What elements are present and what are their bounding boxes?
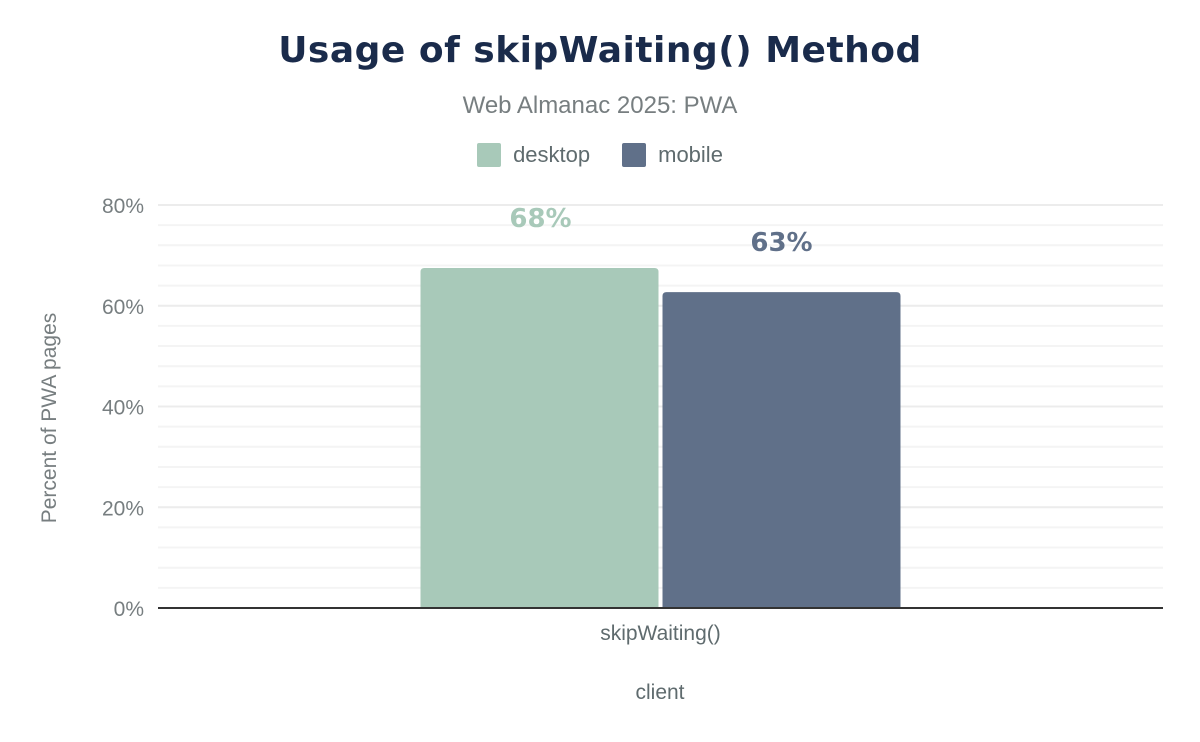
- legend: desktop mobile: [0, 142, 1200, 168]
- y-tick-label: 80%: [102, 195, 144, 218]
- data-label-mobile: 63%: [750, 228, 812, 258]
- data-label-desktop: 68%: [509, 204, 571, 234]
- y-tick-label: 0%: [114, 598, 144, 621]
- x-axis-title: client: [635, 681, 684, 704]
- y-axis-title: Percent of PWA pages: [38, 313, 61, 524]
- chart-title: Usage of skipWaiting() Method: [278, 30, 922, 71]
- legend-swatch-mobile: [622, 143, 647, 167]
- bar-mobile: [662, 292, 901, 608]
- y-tick-label: 60%: [102, 296, 144, 319]
- legend-item-desktop[interactable]: desktop: [477, 142, 590, 168]
- y-tick-label: 20%: [102, 497, 144, 520]
- legend-label-desktop: desktop: [513, 142, 591, 167]
- chart-subtitle: Web Almanac 2025: PWA: [462, 92, 738, 119]
- x-tick-label: skipWaiting(): [600, 622, 721, 645]
- y-tick-label: 40%: [102, 397, 144, 420]
- legend-swatch-desktop: [477, 143, 502, 167]
- legend-item-mobile[interactable]: mobile: [622, 142, 723, 168]
- legend-label-mobile: mobile: [658, 142, 723, 167]
- bar-desktop: [420, 267, 659, 608]
